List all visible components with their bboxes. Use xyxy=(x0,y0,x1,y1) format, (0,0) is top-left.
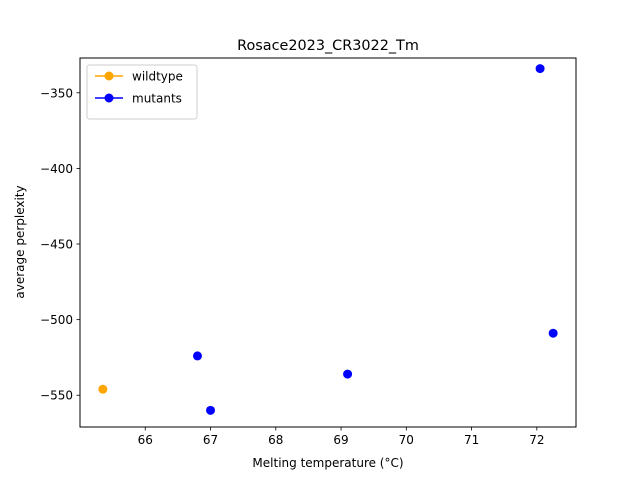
y-axis: −350 −400 −450 −500 −550 xyxy=(40,86,80,403)
legend-marker-wildtype xyxy=(104,71,114,81)
x-tick-label: 68 xyxy=(268,433,283,447)
x-tick-label: 67 xyxy=(203,433,218,447)
x-axis-label: Melting temperature (°C) xyxy=(252,456,403,470)
mutants-point xyxy=(343,369,353,379)
x-tick-label: 70 xyxy=(399,433,414,447)
axes-frame xyxy=(79,57,577,428)
y-tick-label: −500 xyxy=(40,313,73,327)
y-tick-label: −350 xyxy=(40,86,73,100)
x-axis: 66 67 68 69 70 71 72 xyxy=(138,427,544,447)
y-axis-label: average perplexity xyxy=(13,185,27,298)
mutants-point xyxy=(192,351,202,361)
legend-marker-mutants xyxy=(104,93,114,103)
x-tick-label: 66 xyxy=(138,433,153,447)
legend-box xyxy=(86,64,198,120)
mutants-point xyxy=(548,328,558,338)
x-tick-label: 69 xyxy=(333,433,348,447)
legend-label-wildtype: wildtype xyxy=(132,70,183,84)
plot-area xyxy=(98,64,558,415)
wildtype-point xyxy=(98,384,108,394)
x-tick-label: 71 xyxy=(464,433,479,447)
legend-label-mutants: mutants xyxy=(132,92,182,106)
y-tick-label: −450 xyxy=(40,238,73,252)
y-tick-label: −400 xyxy=(40,162,73,176)
mutants-point xyxy=(535,64,545,74)
x-tick-label: 72 xyxy=(529,433,544,447)
legend: wildtype mutants xyxy=(86,64,198,120)
mutants-point xyxy=(206,405,216,415)
chart-title: Rosace2023_CR3022_Tm xyxy=(237,38,419,54)
y-tick-label: −550 xyxy=(40,389,73,403)
